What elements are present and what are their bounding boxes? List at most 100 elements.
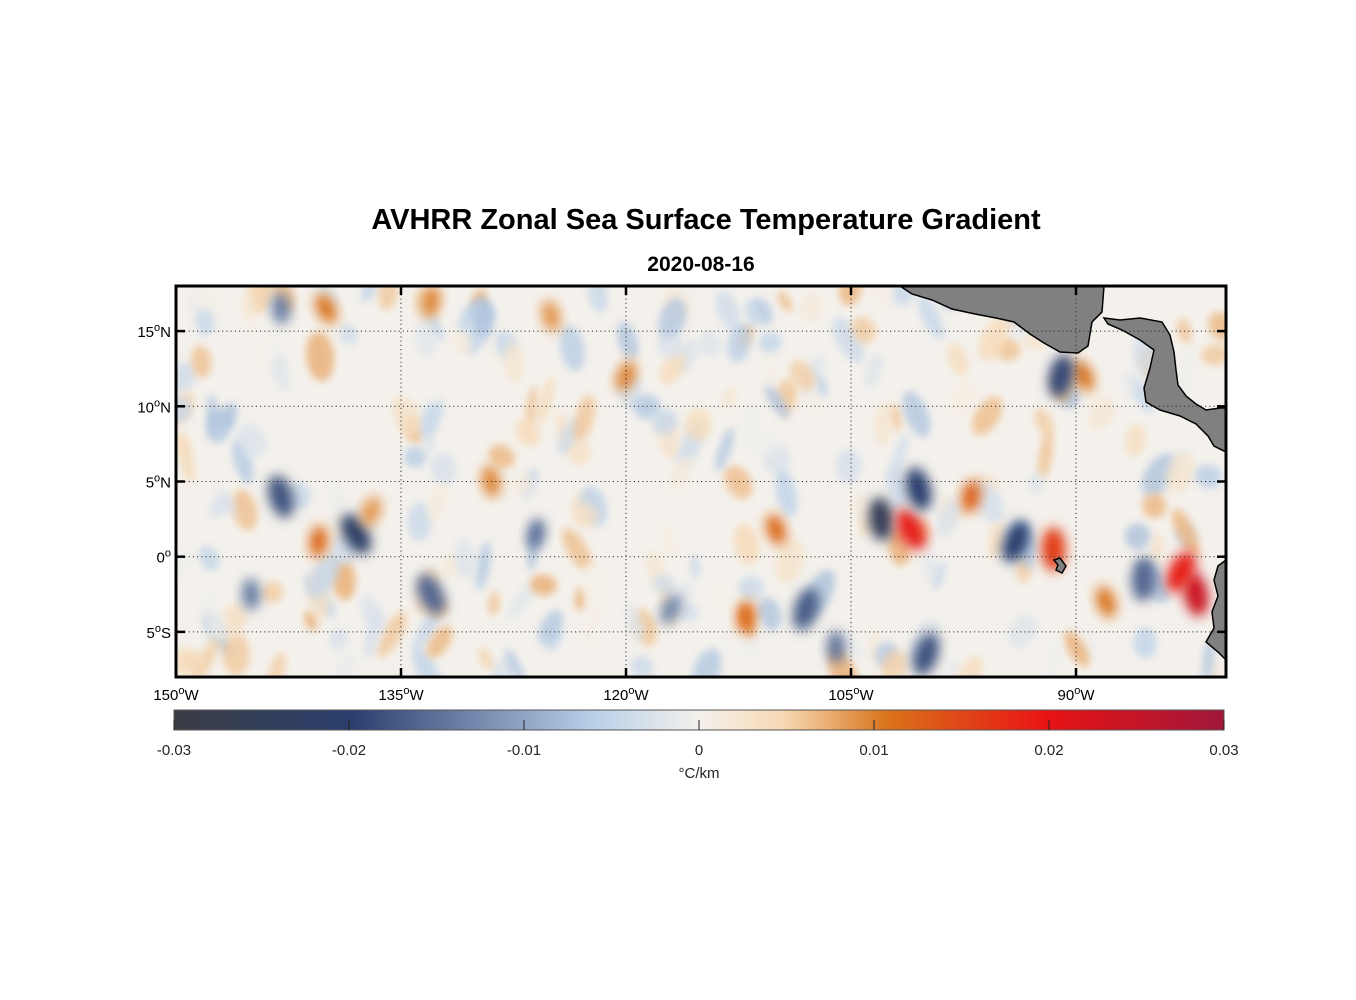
texture-streak <box>744 300 759 329</box>
texture-streak <box>668 455 694 491</box>
texture-streak <box>733 523 760 565</box>
texture-streak <box>988 520 1005 560</box>
texture-streak <box>525 386 538 427</box>
texture-streak <box>360 286 380 302</box>
land-central-america <box>898 286 1226 453</box>
texture-streak <box>711 585 731 612</box>
texture-streak <box>176 396 192 423</box>
texture-streak <box>756 597 782 631</box>
texture-streak <box>844 634 864 662</box>
texture-streak <box>658 297 687 342</box>
texture-streak <box>529 574 557 596</box>
gradient-feature <box>309 525 328 558</box>
texture-streak <box>585 600 599 647</box>
texture-streak <box>881 650 908 677</box>
gradient-feature <box>271 292 291 325</box>
land-galapagos-islands <box>1052 557 1067 574</box>
texture-streak <box>515 419 540 447</box>
x-tick-label: 120oW <box>603 685 649 704</box>
gradient-feature <box>267 475 295 518</box>
texture-streak <box>403 446 427 468</box>
texture-streak <box>192 638 220 677</box>
texture-streak <box>306 331 335 382</box>
colorbar-tick-label: 0.02 <box>1034 742 1063 759</box>
texture-streak <box>625 603 645 641</box>
texture-streak <box>176 543 194 582</box>
texture-streak <box>360 595 384 630</box>
texture-streak <box>973 481 1005 523</box>
texture-streak <box>537 376 555 427</box>
texture-streak <box>194 308 216 336</box>
gradient-feature <box>792 587 820 631</box>
x-tick-label: 105oW <box>828 685 874 704</box>
texture-streak <box>1142 493 1167 519</box>
colorbar-tick-labels: -0.03 -0.02 -0.01 0 0.01 0.02 0.03 <box>157 742 1239 759</box>
texture-streak <box>738 575 765 601</box>
texture-streak <box>832 317 865 364</box>
texture-streak <box>1125 423 1146 457</box>
texture-streak <box>698 331 722 357</box>
texture-streak <box>1027 471 1044 495</box>
texture-streak <box>308 552 341 598</box>
texture-streak <box>1181 345 1196 393</box>
texture-streak <box>1171 508 1200 555</box>
texture-streak <box>231 489 258 531</box>
texture-streak <box>511 474 534 496</box>
y-axis-tick-labels: 15oN 10oN 5oN 0o 5oS <box>137 322 171 642</box>
texture-streak <box>715 427 735 472</box>
texture-streak <box>573 503 598 529</box>
colorbar-tick-label: 0.01 <box>859 742 888 759</box>
texture-streak <box>1088 396 1116 431</box>
gradient-feature <box>1002 520 1030 563</box>
texture-streak <box>651 408 678 435</box>
texture-streak <box>1074 627 1100 659</box>
texture-streak <box>488 591 500 617</box>
y-tick-label: 10oN <box>137 397 171 416</box>
texture-streak <box>1007 614 1038 648</box>
gradient-feature <box>961 480 981 513</box>
texture-streak <box>678 286 698 300</box>
texture-streak <box>458 300 480 332</box>
texture-streak <box>978 317 1009 361</box>
colorbar-ticks <box>173 720 1225 730</box>
gradient-feature <box>905 467 932 511</box>
texture-streak <box>427 478 448 523</box>
texture-streak <box>715 290 740 331</box>
texture-streak <box>1194 464 1223 489</box>
texture-streak <box>1151 531 1164 565</box>
colorbar-units: °C/km <box>679 765 720 782</box>
texture-streak <box>777 291 793 312</box>
texture-streak <box>407 501 432 542</box>
land-south-america <box>1205 559 1226 662</box>
gradient-feature <box>1096 586 1116 618</box>
texture-streak <box>339 323 358 345</box>
texture-streak <box>206 393 218 433</box>
gradient-feature <box>360 496 382 527</box>
texture-streak <box>692 648 722 677</box>
texture-streak <box>689 554 701 579</box>
x-tick-label: 135oW <box>378 685 424 704</box>
texture-streak <box>504 341 524 384</box>
texture-streak <box>947 343 969 377</box>
texture-streak <box>222 632 250 676</box>
texture-streak <box>478 647 493 670</box>
texture-streak <box>1064 631 1090 667</box>
y-tick-label: 0o <box>157 548 171 567</box>
texture-streak <box>488 444 515 469</box>
texture-streak <box>630 655 654 677</box>
texture-streak <box>889 433 909 483</box>
texture-streak <box>724 465 753 499</box>
texture-streak <box>242 290 256 330</box>
texture-streak <box>922 551 937 581</box>
texture-streak <box>537 609 564 645</box>
texture-streak <box>1202 639 1215 677</box>
texture-streak <box>659 351 686 385</box>
texture-streak <box>378 286 399 311</box>
texture-streak <box>198 545 220 572</box>
texture-streak <box>226 610 243 643</box>
texture-streak <box>561 528 593 572</box>
texture-streak <box>426 625 453 659</box>
texture-streak <box>304 610 318 632</box>
gradient-feature <box>315 293 337 324</box>
texture-streak <box>413 609 440 652</box>
